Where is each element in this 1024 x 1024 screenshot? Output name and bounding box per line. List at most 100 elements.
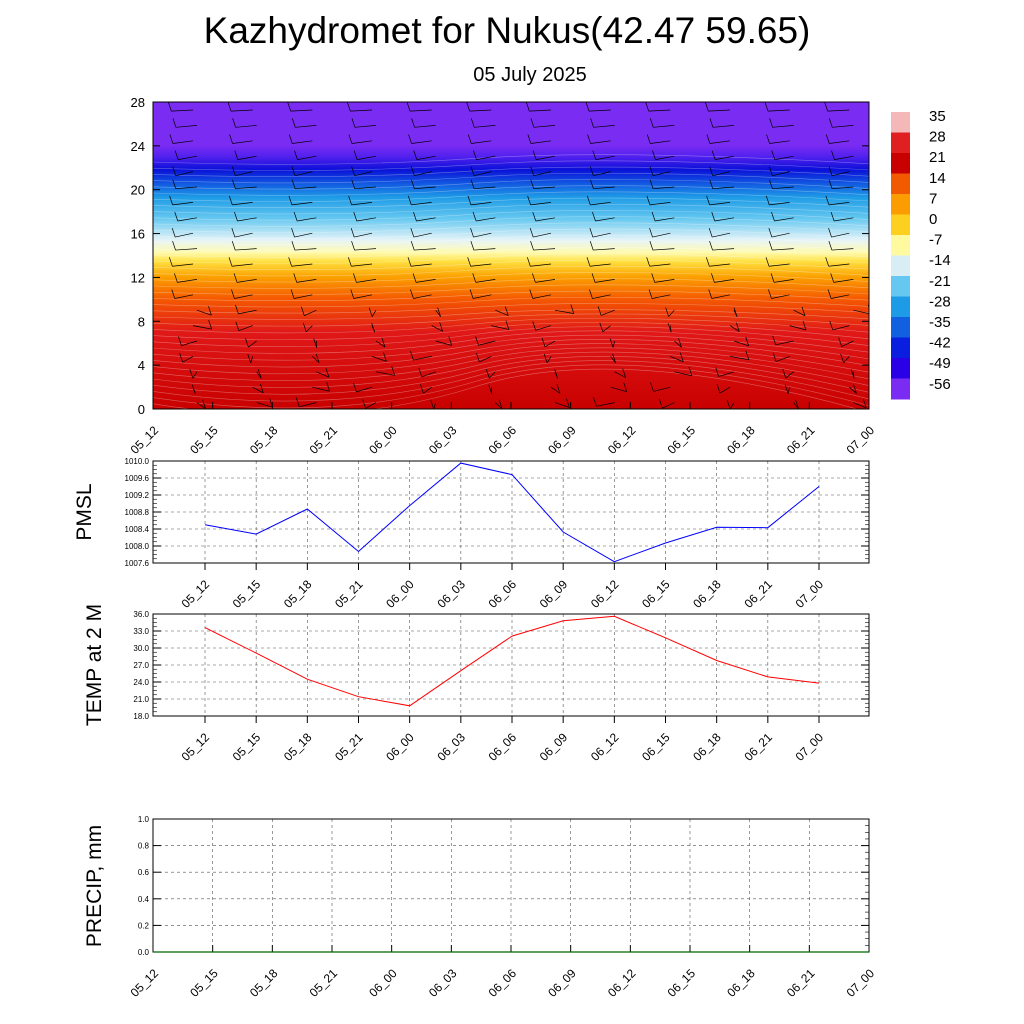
wind-barb-flag [840,353,844,363]
x-tick-label: 07_00 [844,423,878,457]
wind-barb-staff [787,387,791,394]
wind-barb-flag [467,134,472,144]
contour-line [153,234,869,246]
wind-barb-staff [652,232,671,238]
wind-barb-staff [729,402,735,409]
wind-barb-flag [705,102,709,112]
wind-barb-flag [488,384,493,394]
wind-barb-flag [527,195,531,205]
wind-barb-staff [772,171,790,177]
y-tick-label: 24 [131,139,145,154]
wind-barb-staff [175,125,198,128]
wind-barb-flag [371,323,376,333]
wind-barb-flag [828,118,833,128]
wind-barb-flag [795,399,799,409]
wind-barb-staff [356,279,377,283]
contour-line [153,203,869,215]
wind-barb-flag [293,211,298,222]
wind-barb-staff [711,294,731,299]
contour-line [153,166,869,178]
wind-barb-flag [191,384,196,394]
wind-barb-staff [853,402,867,409]
wind-barb-staff [772,186,794,190]
wind-barb-flag [505,320,510,330]
wind-barb-staff [653,386,671,392]
x-tick-label: 06_09 [545,966,579,1000]
wind-barb-staff [291,202,313,206]
wind-barb-flag [302,322,307,333]
wind-barb-flag [291,118,296,128]
wind-barb-flag [530,179,535,189]
wind-barb-flag [529,227,534,238]
wind-barb-staff [356,217,377,222]
wind-barb-flag [589,166,594,176]
wind-barb-flag [650,382,654,392]
wind-barb-staff [409,109,432,112]
wind-barb-flag [439,322,443,332]
wind-barb-staff [709,202,731,206]
wind-barb-flag [828,179,833,189]
x-tick-label: 06_18 [690,730,724,764]
wind-barb-staff [533,171,552,177]
colorbar-label: -56 [929,376,951,393]
warm-core-left [153,354,340,409]
wind-barb-staff [182,356,194,363]
wind-barb-staff [192,371,198,379]
wind-barb-flag [828,240,833,251]
wind-barb-staff [489,371,496,379]
wind-barb-staff [827,109,850,112]
wind-barb-flag [179,353,184,363]
wind-barb-staff [718,371,735,377]
wind-barb-staff [530,202,552,206]
wind-barb-staff [416,217,436,222]
wind-barb-staff [431,325,443,332]
wind-barb-staff [196,309,212,316]
colorbar-label: 14 [929,170,946,187]
wind-barb-flag [172,118,177,128]
wind-barb-staff [853,309,869,314]
wind-barb-flag [411,179,415,189]
y-tick-label: 1007.6 [125,559,150,568]
wind-barb-flag [745,350,750,360]
contour-line [153,330,869,354]
wind-barb-staff [312,386,330,392]
contour-line [153,309,869,320]
wind-barb-staff [354,171,373,177]
wind-barb-flag [351,166,355,176]
wind-barb-staff [232,140,253,144]
wind-barb-flag [235,304,239,315]
wind-barb-staff [297,155,317,160]
wind-barb-flag [410,350,414,361]
wind-barb-flag [174,150,179,160]
wind-barb-staff [662,402,675,409]
wind-barb-staff [175,232,194,238]
wind-barb-staff [674,340,682,348]
wind-barb-staff [256,402,273,408]
wind-barb-flag [592,150,597,160]
y-axis-label: PRECIP, mm [83,825,106,947]
wind-barb-staff [833,279,854,283]
wind-barb-staff [238,325,253,332]
wind-barb-staff [533,125,556,128]
wind-barb-flag [831,150,835,160]
y-tick-label: 1008.0 [125,542,150,551]
wind-barb-flag [208,306,212,316]
contour-line [153,296,869,308]
series-line [204,615,820,707]
wind-barb-staff [668,309,675,317]
wind-barb-staff [590,140,611,144]
wind-barb-staff [354,232,373,238]
wind-barb-staff [834,217,854,222]
wind-barb-flag [470,166,475,176]
wind-barb-flag [599,322,604,332]
wind-barb-flag [765,257,770,267]
wind-barb-staff [590,202,611,206]
wind-barb-flag [485,369,490,379]
contour-line [153,272,869,283]
wind-barb-staff [592,232,611,238]
wind-barb-staff [592,294,611,299]
wind-barb-flag [711,273,715,283]
wind-barb-flag [467,257,471,267]
wind-barb-staff [554,309,574,314]
